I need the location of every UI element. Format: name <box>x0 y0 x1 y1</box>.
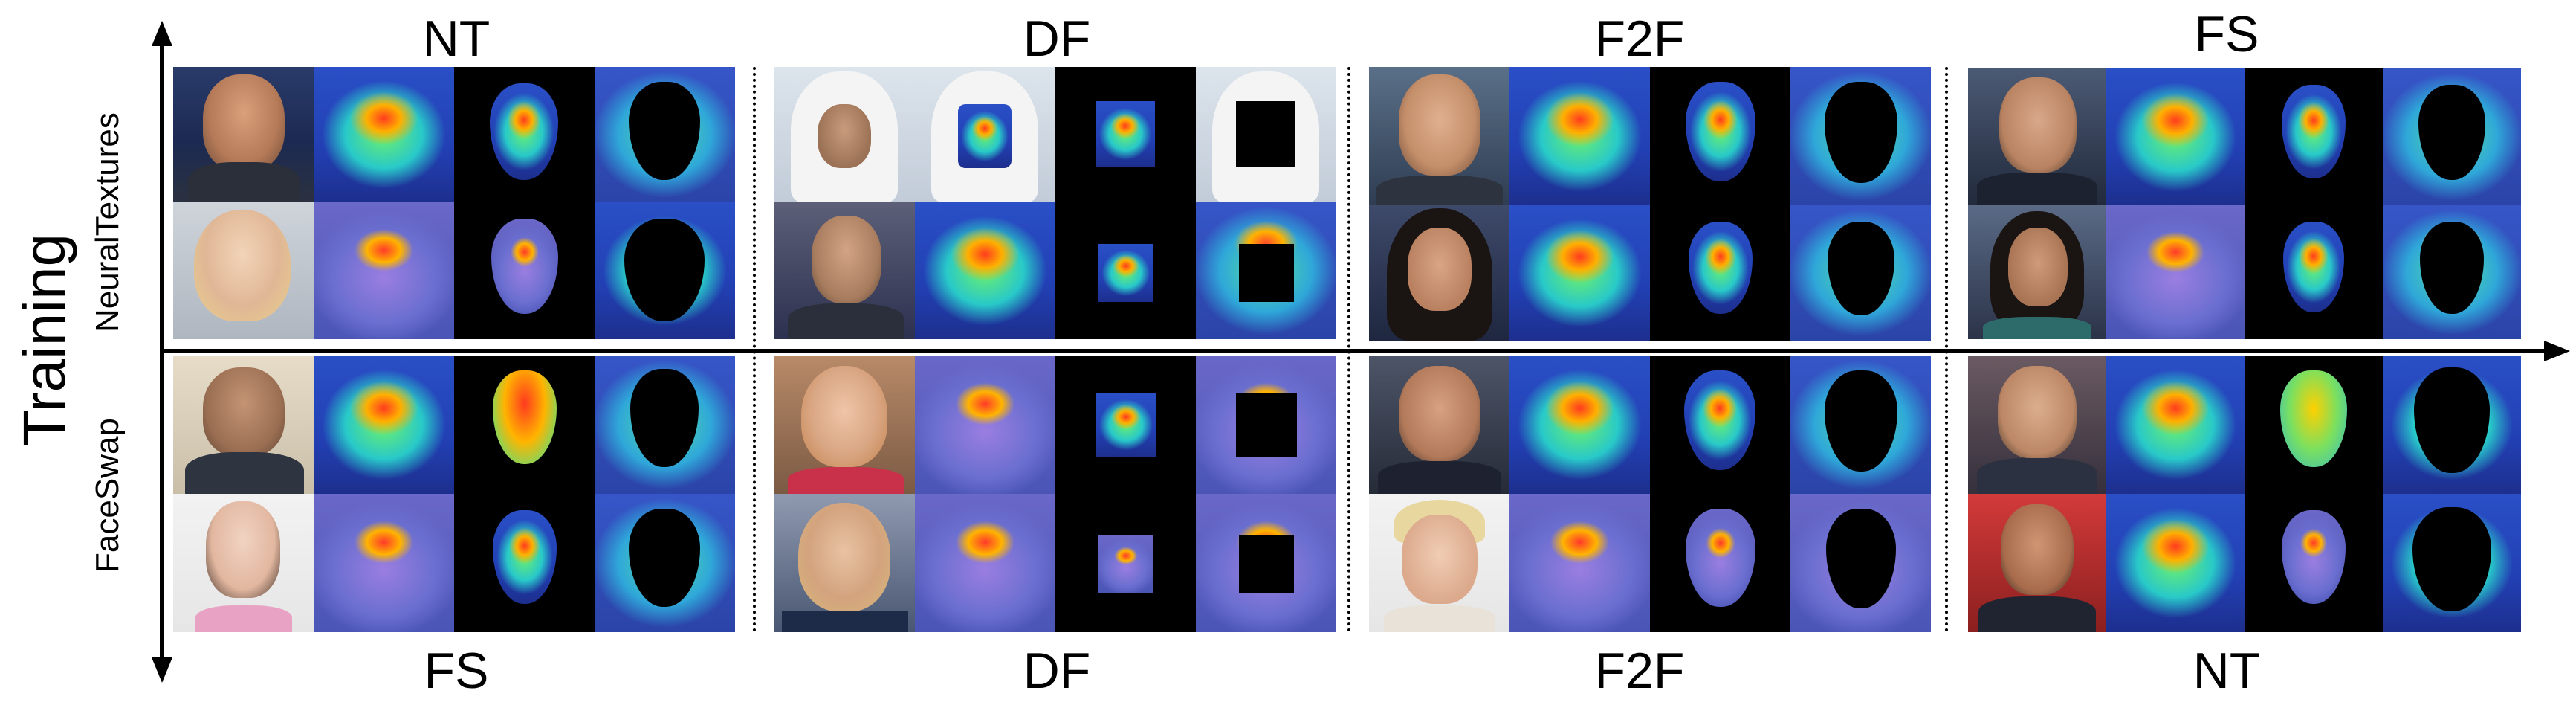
face-image <box>173 202 314 339</box>
top-label-df: DF <box>1023 10 1091 67</box>
face-image <box>1968 494 2106 632</box>
masked-face-heatmap <box>1650 356 1790 494</box>
bottom-label-fs: FS <box>424 643 489 699</box>
row-label-neuraltextures: NeuralTextures <box>89 112 126 332</box>
masked-face-heatmap <box>2245 356 2383 494</box>
top-label-nt: NT <box>422 10 491 67</box>
masked-background-heatmap <box>1790 356 1931 494</box>
heatmap-image <box>1509 67 1650 205</box>
face-image <box>173 356 314 494</box>
masked-background-heatmap <box>1196 67 1336 202</box>
bottom-label-df: DF <box>1023 643 1091 699</box>
heatmap-image <box>314 494 454 632</box>
heatmap-image <box>915 494 1055 632</box>
masked-face-heatmap <box>2245 205 2383 339</box>
masked-face-heatmap <box>1055 202 1196 339</box>
masked-background-heatmap <box>595 494 735 632</box>
heatmap-image <box>314 67 454 202</box>
group-divider-2 <box>1347 67 1350 632</box>
masked-face-heatmap <box>1650 494 1790 632</box>
masked-background-heatmap <box>1196 356 1336 494</box>
top-label-f2f: F2F <box>1594 10 1685 67</box>
masked-face-heatmap <box>1055 67 1196 202</box>
face-image <box>173 494 314 632</box>
face-image <box>1968 356 2106 494</box>
masked-face-heatmap <box>1650 67 1790 205</box>
masked-background-heatmap <box>2383 205 2521 339</box>
face-image <box>1369 356 1509 494</box>
masked-background-heatmap <box>1196 494 1336 632</box>
masked-face-heatmap <box>454 67 595 202</box>
masked-face-heatmap <box>1055 494 1196 632</box>
face-image <box>1968 68 2106 205</box>
heatmap-image <box>1509 205 1650 341</box>
masked-background-heatmap <box>2383 356 2521 494</box>
group-divider-3 <box>1945 67 1948 632</box>
masked-background-heatmap <box>595 67 735 202</box>
masked-background-heatmap <box>2383 494 2521 632</box>
face-image <box>173 67 314 202</box>
face-image <box>1369 494 1509 632</box>
heatmap-image <box>915 67 1055 202</box>
masked-face-heatmap <box>1650 205 1790 341</box>
masked-face-heatmap <box>454 202 595 339</box>
bottom-label-nt: NT <box>2192 643 2261 699</box>
masked-background-heatmap <box>1790 67 1931 205</box>
face-image <box>774 494 915 632</box>
row-label-faceswap: FaceSwap <box>89 418 126 573</box>
group-divider-1 <box>753 67 756 632</box>
horizontal-axis-arrow <box>162 341 2570 361</box>
heatmap-image <box>915 356 1055 494</box>
face-image <box>774 67 915 202</box>
heatmap-image <box>1509 494 1650 632</box>
heatmap-image <box>314 202 454 339</box>
heatmap-image <box>2106 494 2245 632</box>
heatmap-image <box>2106 68 2245 205</box>
masked-background-heatmap <box>1790 494 1931 632</box>
masked-face-heatmap <box>2245 494 2383 632</box>
heatmap-image <box>915 202 1055 339</box>
face-image <box>774 356 915 494</box>
heatmap-image <box>1509 356 1650 494</box>
masked-face-heatmap <box>1055 356 1196 494</box>
face-image <box>1369 67 1509 205</box>
masked-face-heatmap <box>454 494 595 632</box>
masked-background-heatmap <box>595 356 735 494</box>
bottom-label-f2f: F2F <box>1594 643 1685 699</box>
masked-background-heatmap <box>595 202 735 339</box>
top-label-fs: FS <box>2194 6 2259 62</box>
masked-background-heatmap <box>2383 68 2521 205</box>
masked-background-heatmap <box>1790 205 1931 341</box>
face-image <box>1369 205 1509 341</box>
heatmap-image <box>2106 205 2245 339</box>
masked-background-heatmap <box>1196 202 1336 339</box>
masked-face-heatmap <box>2245 68 2383 205</box>
face-image <box>1968 205 2106 339</box>
face-image <box>774 202 915 339</box>
heatmap-image <box>2106 356 2245 494</box>
y-axis-label: Training <box>11 233 77 446</box>
masked-face-heatmap <box>454 356 595 494</box>
heatmap-image <box>314 356 454 494</box>
